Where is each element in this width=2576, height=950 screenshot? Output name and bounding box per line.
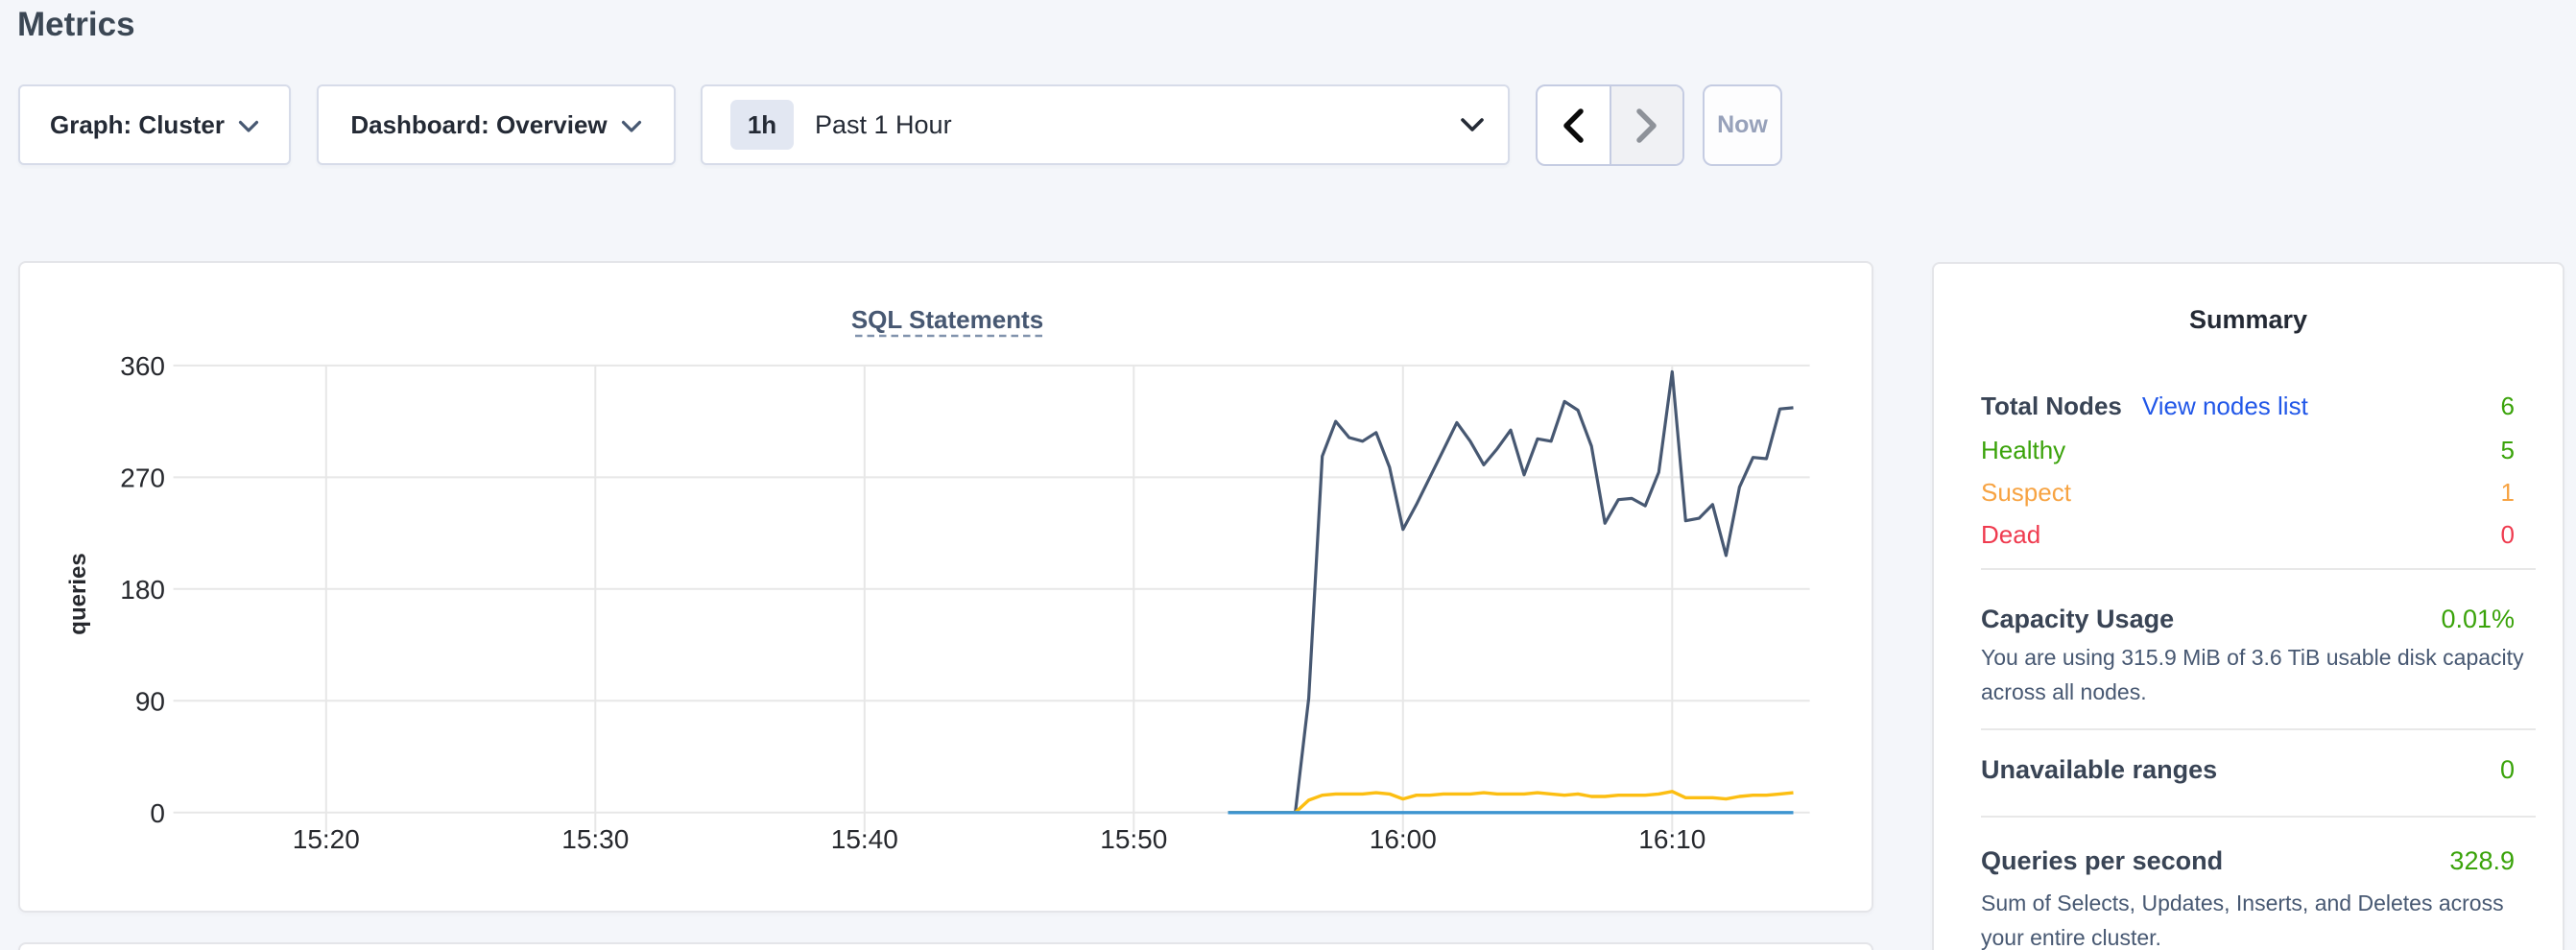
svg-text:90: 90 xyxy=(135,686,165,716)
svg-text:270: 270 xyxy=(120,463,165,492)
svg-text:SQL Statements: SQL Statements xyxy=(851,305,1043,334)
svg-text:0: 0 xyxy=(150,798,165,828)
svg-text:15:30: 15:30 xyxy=(561,824,629,854)
svg-text:180: 180 xyxy=(120,575,165,605)
svg-text:360: 360 xyxy=(120,351,165,381)
svg-text:15:50: 15:50 xyxy=(1100,824,1167,854)
svg-text:16:00: 16:00 xyxy=(1370,824,1437,854)
svg-text:queries: queries xyxy=(65,553,91,634)
svg-text:15:40: 15:40 xyxy=(831,824,898,854)
svg-text:15:20: 15:20 xyxy=(293,824,360,854)
svg-text:16:10: 16:10 xyxy=(1638,824,1705,854)
